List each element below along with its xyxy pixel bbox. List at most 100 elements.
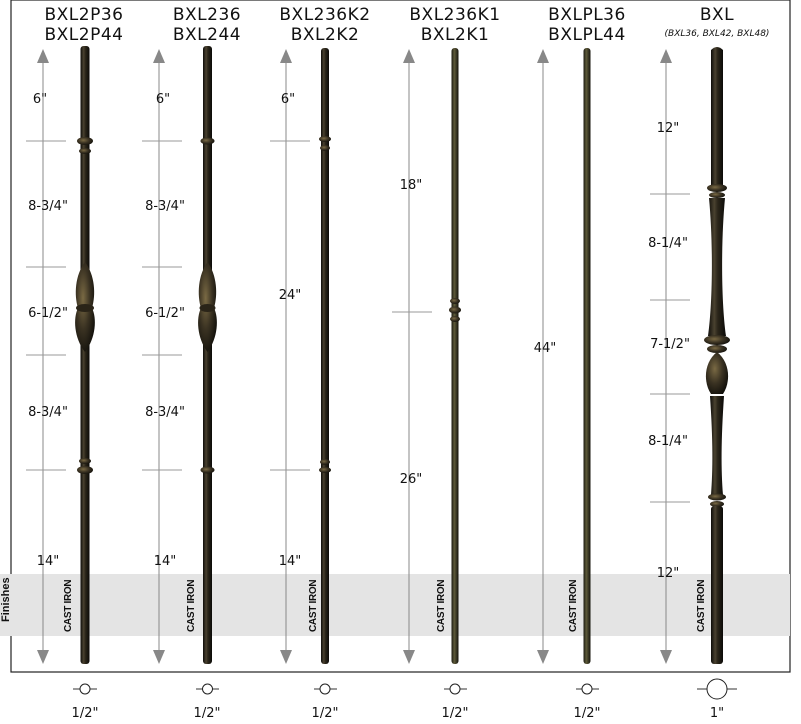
dimension-label: 8-1/4" [648,434,688,449]
cast-iron-label: CAST IRON [63,580,74,632]
column-bxl236k2: BXL236K2 BXL2K2 6" 24" 14" CAST IRON 1/2… [270,5,370,721]
arrow-top [280,49,292,63]
collar [319,467,331,473]
baluster-lower-taper [710,396,724,495]
column-bxl236: BXL236 BXL244 6" 8-3/4" 6-1/2" 8-3/4" 14… [142,5,241,721]
ornament [705,352,729,394]
column-subtitle: (BXL36, BXL42, BXL48) [665,29,770,39]
baluster-shaft [321,48,329,664]
dimension-label: 8-3/4" [145,405,185,420]
dimension-label: 8-1/4" [648,236,688,251]
dimension-label: 26" [400,472,423,487]
diameter-symbol [581,683,593,695]
diameter-symbol [706,678,728,700]
column-title-line2: BXL2K2 [291,25,360,45]
cast-iron-band [0,574,790,636]
cast-iron-label: CAST IRON [436,580,447,632]
diameter-symbol [449,683,461,695]
baluster-upper-taper [708,198,726,336]
collar [79,458,91,464]
ornament-ring [199,304,216,312]
dimension-label: 6" [281,92,295,107]
collar [704,335,730,345]
dimension-label: 6" [33,92,47,107]
collar [707,345,727,353]
baluster-shaft [451,48,459,664]
column-title-line2: BXL244 [173,25,241,45]
dimension-label: 24" [279,288,302,303]
column-bxlpl36: BXLPL36 BXLPL44 44" CAST IRON 1/2" [534,5,626,721]
dimension-label: 14" [154,554,177,569]
collar [709,192,725,198]
column-title-line1: BXL236K2 [279,5,370,25]
collar [200,466,215,474]
arrow-top [403,49,415,63]
arrow-bottom [280,650,292,664]
arrow-bottom [153,650,165,664]
arrow-top [153,49,165,63]
collar [319,136,331,142]
diameter-label: 1/2" [194,706,221,721]
arrow-top [660,49,672,63]
dimension-label: 6" [156,92,170,107]
column-title-line2: BXL2P44 [45,25,124,45]
column-title-line1: BXL236K1 [409,5,500,25]
collar [708,493,726,501]
cast-iron-label: CAST IRON [308,580,319,632]
dimension-label: 8-3/4" [145,199,185,214]
column-bxl: BXL (BXL36, BXL42, BXL48) 12" 8-1/4" 7-1… [648,5,769,721]
dimension-label: 7-1/2" [650,337,690,352]
dimension-label: 6-1/2" [28,306,68,321]
dimension-label: 14" [279,554,302,569]
cast-iron-label: CAST IRON [186,580,197,632]
collar [320,459,330,465]
diameter-symbol [202,683,213,695]
column-title-line1: BXL [700,5,734,25]
arrow-bottom [660,650,672,664]
diameter-symbol [319,683,331,695]
diameter-label: 1/2" [312,706,339,721]
diameter-label: 1/2" [442,706,469,721]
diameter-label: 1" [710,706,724,721]
diameter-symbol [79,683,91,695]
cast-iron-label: CAST IRON [568,580,579,632]
dimension-label: 14" [37,554,60,569]
baluster-shaft [583,48,591,664]
column-title-line1: BXLPL36 [548,5,626,25]
collar [77,137,93,145]
cast-iron-label: CAST IRON [696,580,707,632]
column-title-line2: BXL2K1 [421,25,490,45]
column-title-line1: BXL2P36 [45,5,124,25]
collar [320,145,330,151]
collar [450,316,460,322]
baluster-top-section [711,47,723,185]
collar [450,298,460,304]
side-label: Finishes [0,577,12,622]
collar [77,466,93,474]
baluster-shaft [203,46,212,664]
dimension-label: 6-1/2" [145,306,185,321]
collar [707,184,727,192]
baluster-bottom-section [711,506,723,664]
ornament-ring [76,304,94,312]
baluster-shaft [80,46,90,664]
sheet-border [10,0,791,673]
dimension-label: 12" [657,566,680,581]
dimension-label: 12" [657,121,680,136]
collar [79,148,91,154]
arrow-bottom [403,650,415,664]
column-title-line2: BXLPL44 [548,25,626,45]
column-title-line1: BXL236 [173,5,241,25]
dimension-label: 8-3/4" [28,199,68,214]
diameter-label: 1/2" [574,706,601,721]
arrow-bottom [37,650,49,664]
dimension-label: 44" [534,341,557,356]
collar [200,137,215,145]
arrow-top [37,49,49,63]
arrow-bottom [537,650,549,664]
collar [449,306,461,314]
diameter-label: 1/2" [72,706,99,721]
collar [710,501,724,507]
